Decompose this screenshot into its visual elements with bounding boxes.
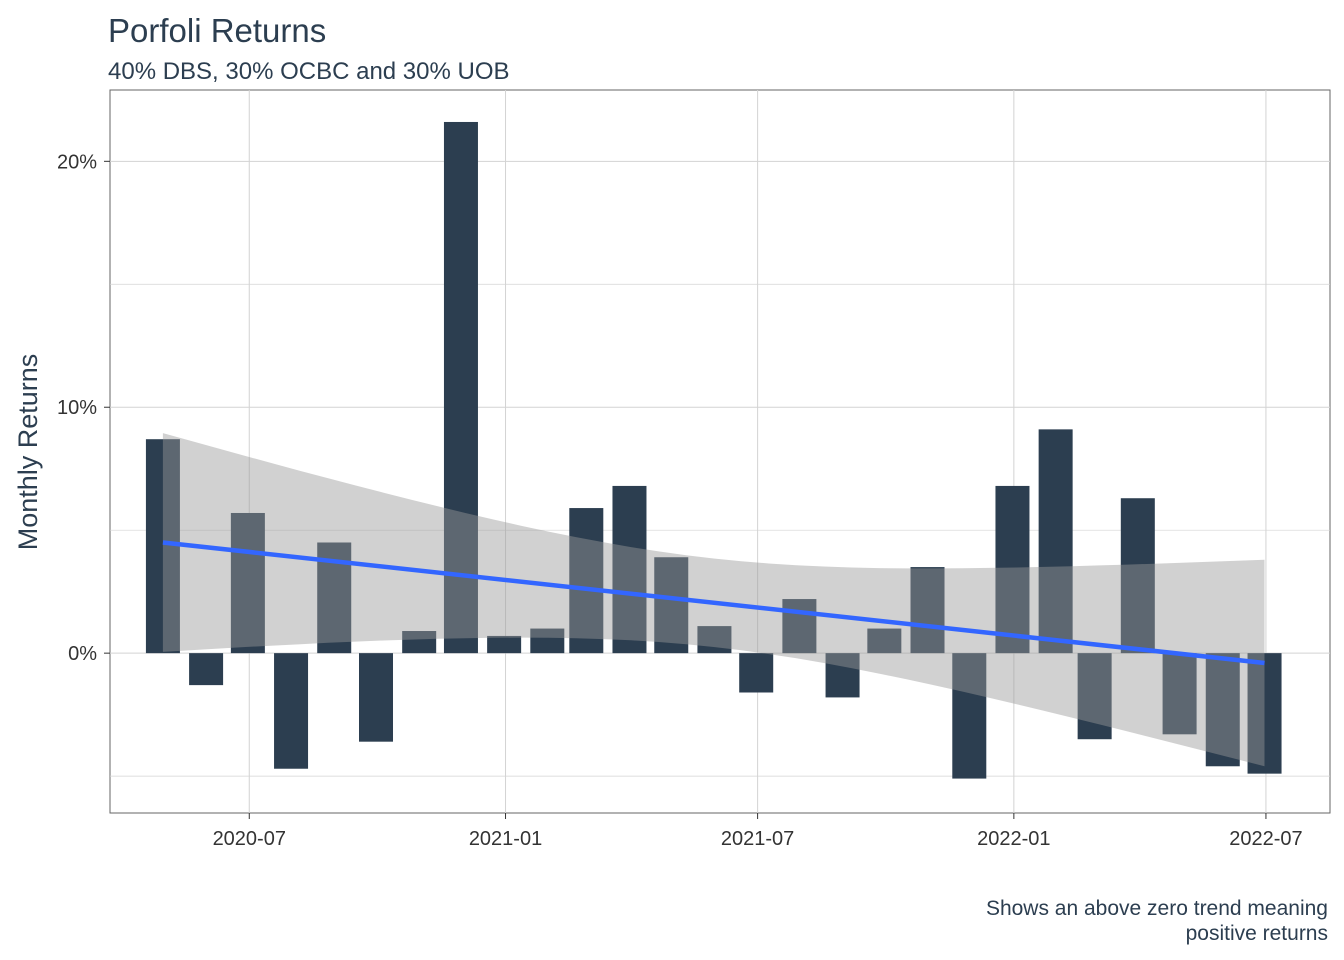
- y-tick-label: 0%: [68, 643, 97, 665]
- plot-panel-border: [109, 89, 1331, 814]
- x-tick-label: 2022-01: [977, 828, 1050, 850]
- bar: [612, 485, 647, 654]
- bar: [995, 485, 1030, 654]
- y-tick-label: 20%: [57, 151, 97, 173]
- bar: [1162, 653, 1197, 735]
- bar: [359, 653, 394, 742]
- x-tick-label: 2020-07: [213, 828, 286, 850]
- bars: [145, 121, 1282, 779]
- bar: [1247, 653, 1282, 774]
- trend-line-path: [162, 540, 1265, 666]
- chart-caption: Shows an above zero trend meaning positi…: [768, 896, 1328, 946]
- y-tick-label: 10%: [57, 397, 97, 419]
- bar: [782, 599, 817, 654]
- bar: [443, 121, 478, 654]
- bar: [569, 508, 604, 654]
- y-axis-label: Monthly Returns: [13, 354, 43, 551]
- x-tick-label: 2021-01: [469, 828, 542, 850]
- bar: [952, 653, 987, 779]
- bar: [1038, 429, 1073, 654]
- bar: [654, 557, 689, 654]
- bar: [274, 653, 309, 769]
- bar: [402, 631, 437, 654]
- caption-line-1: Shows an above zero trend meaning: [985, 897, 1328, 920]
- bar: [867, 628, 902, 654]
- bar: [1120, 498, 1155, 654]
- bar: [825, 653, 860, 698]
- x-tick-label: 2022-07: [1229, 828, 1302, 850]
- x-axis-ticks: 2020-07 2021-01 2021-07 2022-01 2022-07: [213, 813, 1303, 850]
- x-tick-label: 2021-07: [721, 828, 794, 850]
- chart-subtitle: 40% DBS, 30% OCBC and 30% UOB: [108, 58, 510, 85]
- bar: [189, 653, 224, 686]
- bar: [145, 439, 180, 654]
- bar: [487, 635, 522, 654]
- bar: [739, 653, 774, 693]
- bar: [1205, 653, 1240, 767]
- trend-line: [162, 540, 1265, 666]
- bar: [230, 512, 265, 654]
- bar: [910, 567, 945, 654]
- caption-line-2: positive returns: [1185, 922, 1328, 945]
- bar: [1077, 653, 1112, 740]
- confidence-band: [162, 433, 1265, 767]
- chart-title: Porfoli Returns: [108, 12, 327, 49]
- bar: [530, 628, 565, 654]
- bar: [697, 626, 732, 654]
- y-axis-ticks: 0% 10% 20%: [57, 151, 110, 665]
- confidence-band-area: [162, 433, 1265, 767]
